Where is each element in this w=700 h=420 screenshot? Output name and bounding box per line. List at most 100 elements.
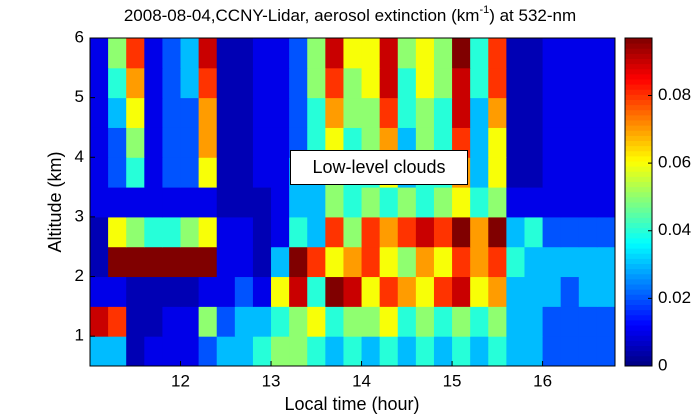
heatmap-cell (506, 38, 525, 69)
colorbar-swatch (625, 202, 652, 208)
heatmap-cell (271, 336, 290, 367)
heatmap-cell (415, 187, 435, 218)
heatmap-cell (90, 276, 109, 307)
colorbar-swatch (625, 186, 652, 193)
heatmap-cell (325, 276, 344, 307)
heatmap-cell (271, 127, 290, 158)
heatmap-cell (343, 38, 363, 69)
heatmap-cell (343, 246, 363, 278)
heatmap-cell (470, 127, 489, 158)
heatmap-cell (271, 67, 290, 99)
heatmap-cell (126, 97, 145, 128)
heatmap-cell (361, 97, 381, 128)
heatmap-cell (271, 38, 290, 69)
y-tick-label: 4 (75, 147, 84, 166)
colorbar-swatch (625, 335, 652, 341)
heatmap-cell (180, 306, 200, 337)
heatmap-cell (108, 306, 127, 337)
heatmap-cell (307, 187, 326, 218)
heatmap-cell (470, 246, 489, 278)
heatmap-cell (506, 187, 525, 218)
heatmap-cell (234, 97, 254, 128)
heatmap-cell (470, 67, 489, 99)
heatmap-cell (524, 246, 544, 278)
heatmap-cell (144, 157, 163, 188)
heatmap-cell (126, 67, 145, 99)
heatmap-cell (325, 246, 344, 278)
heatmap-cell (216, 216, 236, 248)
heatmap-cell (379, 216, 399, 248)
heatmap-cell (542, 97, 562, 128)
heatmap-cell (162, 157, 182, 188)
heatmap-cell (144, 336, 163, 367)
heatmap-cell (343, 276, 363, 307)
heatmap-cell (343, 97, 363, 128)
heatmap-cell (144, 276, 163, 307)
heatmap-cell (433, 67, 453, 99)
heatmap-cell (90, 67, 109, 99)
heatmap-cell (162, 187, 182, 218)
heatmap-cell (343, 67, 363, 99)
heatmap-cell (415, 336, 435, 367)
colorbar-swatch (625, 232, 652, 239)
heatmap-cell (560, 157, 580, 188)
heatmap-cell (596, 127, 616, 158)
heatmap-cell (252, 336, 272, 367)
heatmap-cell (307, 246, 326, 278)
heatmap-cell (452, 97, 471, 128)
colorbar-swatch (625, 360, 652, 367)
y-tick-label: 6 (75, 27, 84, 46)
heatmap-cell (397, 246, 417, 278)
heatmap-cell (234, 187, 254, 218)
heatmap-cell (560, 306, 580, 337)
heatmap-cell (488, 306, 507, 337)
heatmap-cell (108, 276, 127, 307)
heatmap-cell (343, 306, 363, 337)
heatmap-cell (397, 67, 417, 99)
colorbar-swatch (625, 258, 652, 264)
heatmap-cell (397, 216, 417, 248)
colorbar-swatch (625, 84, 652, 90)
heatmap-cell (578, 67, 598, 99)
heatmap-cell (216, 187, 236, 218)
heatmap-cell (271, 276, 290, 307)
heatmap-cell (397, 97, 417, 128)
heatmap-cell (90, 38, 109, 69)
heatmap-cell (198, 97, 218, 128)
heatmap-cell (343, 336, 363, 367)
heatmap-cell (126, 276, 145, 307)
heatmap-cell (108, 187, 127, 218)
heatmap-cell (325, 336, 344, 367)
colorbar-swatch (625, 284, 652, 290)
heatmap-cell (198, 67, 218, 99)
colorbar-tick-label: 0.08 (658, 85, 691, 104)
heatmap-cell (560, 97, 580, 128)
heatmap-cell (361, 67, 381, 99)
colorbar-swatch (625, 253, 652, 259)
heatmap-cell (289, 246, 308, 278)
heatmap-cell (162, 306, 182, 337)
heatmap-cell (162, 97, 182, 128)
colorbar-swatch (625, 217, 652, 223)
heatmap-cell (108, 127, 127, 158)
heatmap-cell (524, 67, 544, 99)
heatmap-cell (506, 97, 525, 128)
heatmap-cell (506, 276, 525, 307)
heatmap-cell (470, 276, 489, 307)
heatmap-cell (252, 127, 272, 158)
heatmap-cell (524, 127, 544, 158)
heatmap-cell (144, 67, 163, 99)
heatmap-cell (289, 38, 308, 69)
heatmap-cell (542, 276, 562, 307)
heatmap-cell (307, 67, 326, 99)
heatmap-cell (524, 187, 544, 218)
heatmap-cell (542, 336, 562, 367)
heatmap-cell (379, 276, 399, 307)
colorbar-swatch (625, 355, 652, 362)
heatmap-cell (452, 276, 471, 307)
colorbar-swatch (625, 109, 652, 116)
heatmap-cell (578, 336, 598, 367)
heatmap-cell (307, 276, 326, 307)
heatmap-cell (325, 187, 344, 218)
